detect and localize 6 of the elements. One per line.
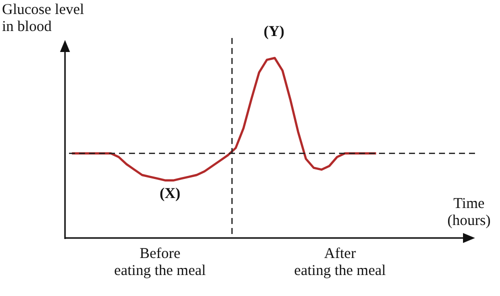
x-axis-title: Time (hours) <box>446 196 492 230</box>
text: (Y) <box>262 24 286 41</box>
text: After eating the meal <box>293 246 387 280</box>
annotation: (X) <box>158 186 182 203</box>
y-axis-title: Glucose level in blood <box>2 2 84 36</box>
text: Before eating the meal <box>113 246 207 280</box>
